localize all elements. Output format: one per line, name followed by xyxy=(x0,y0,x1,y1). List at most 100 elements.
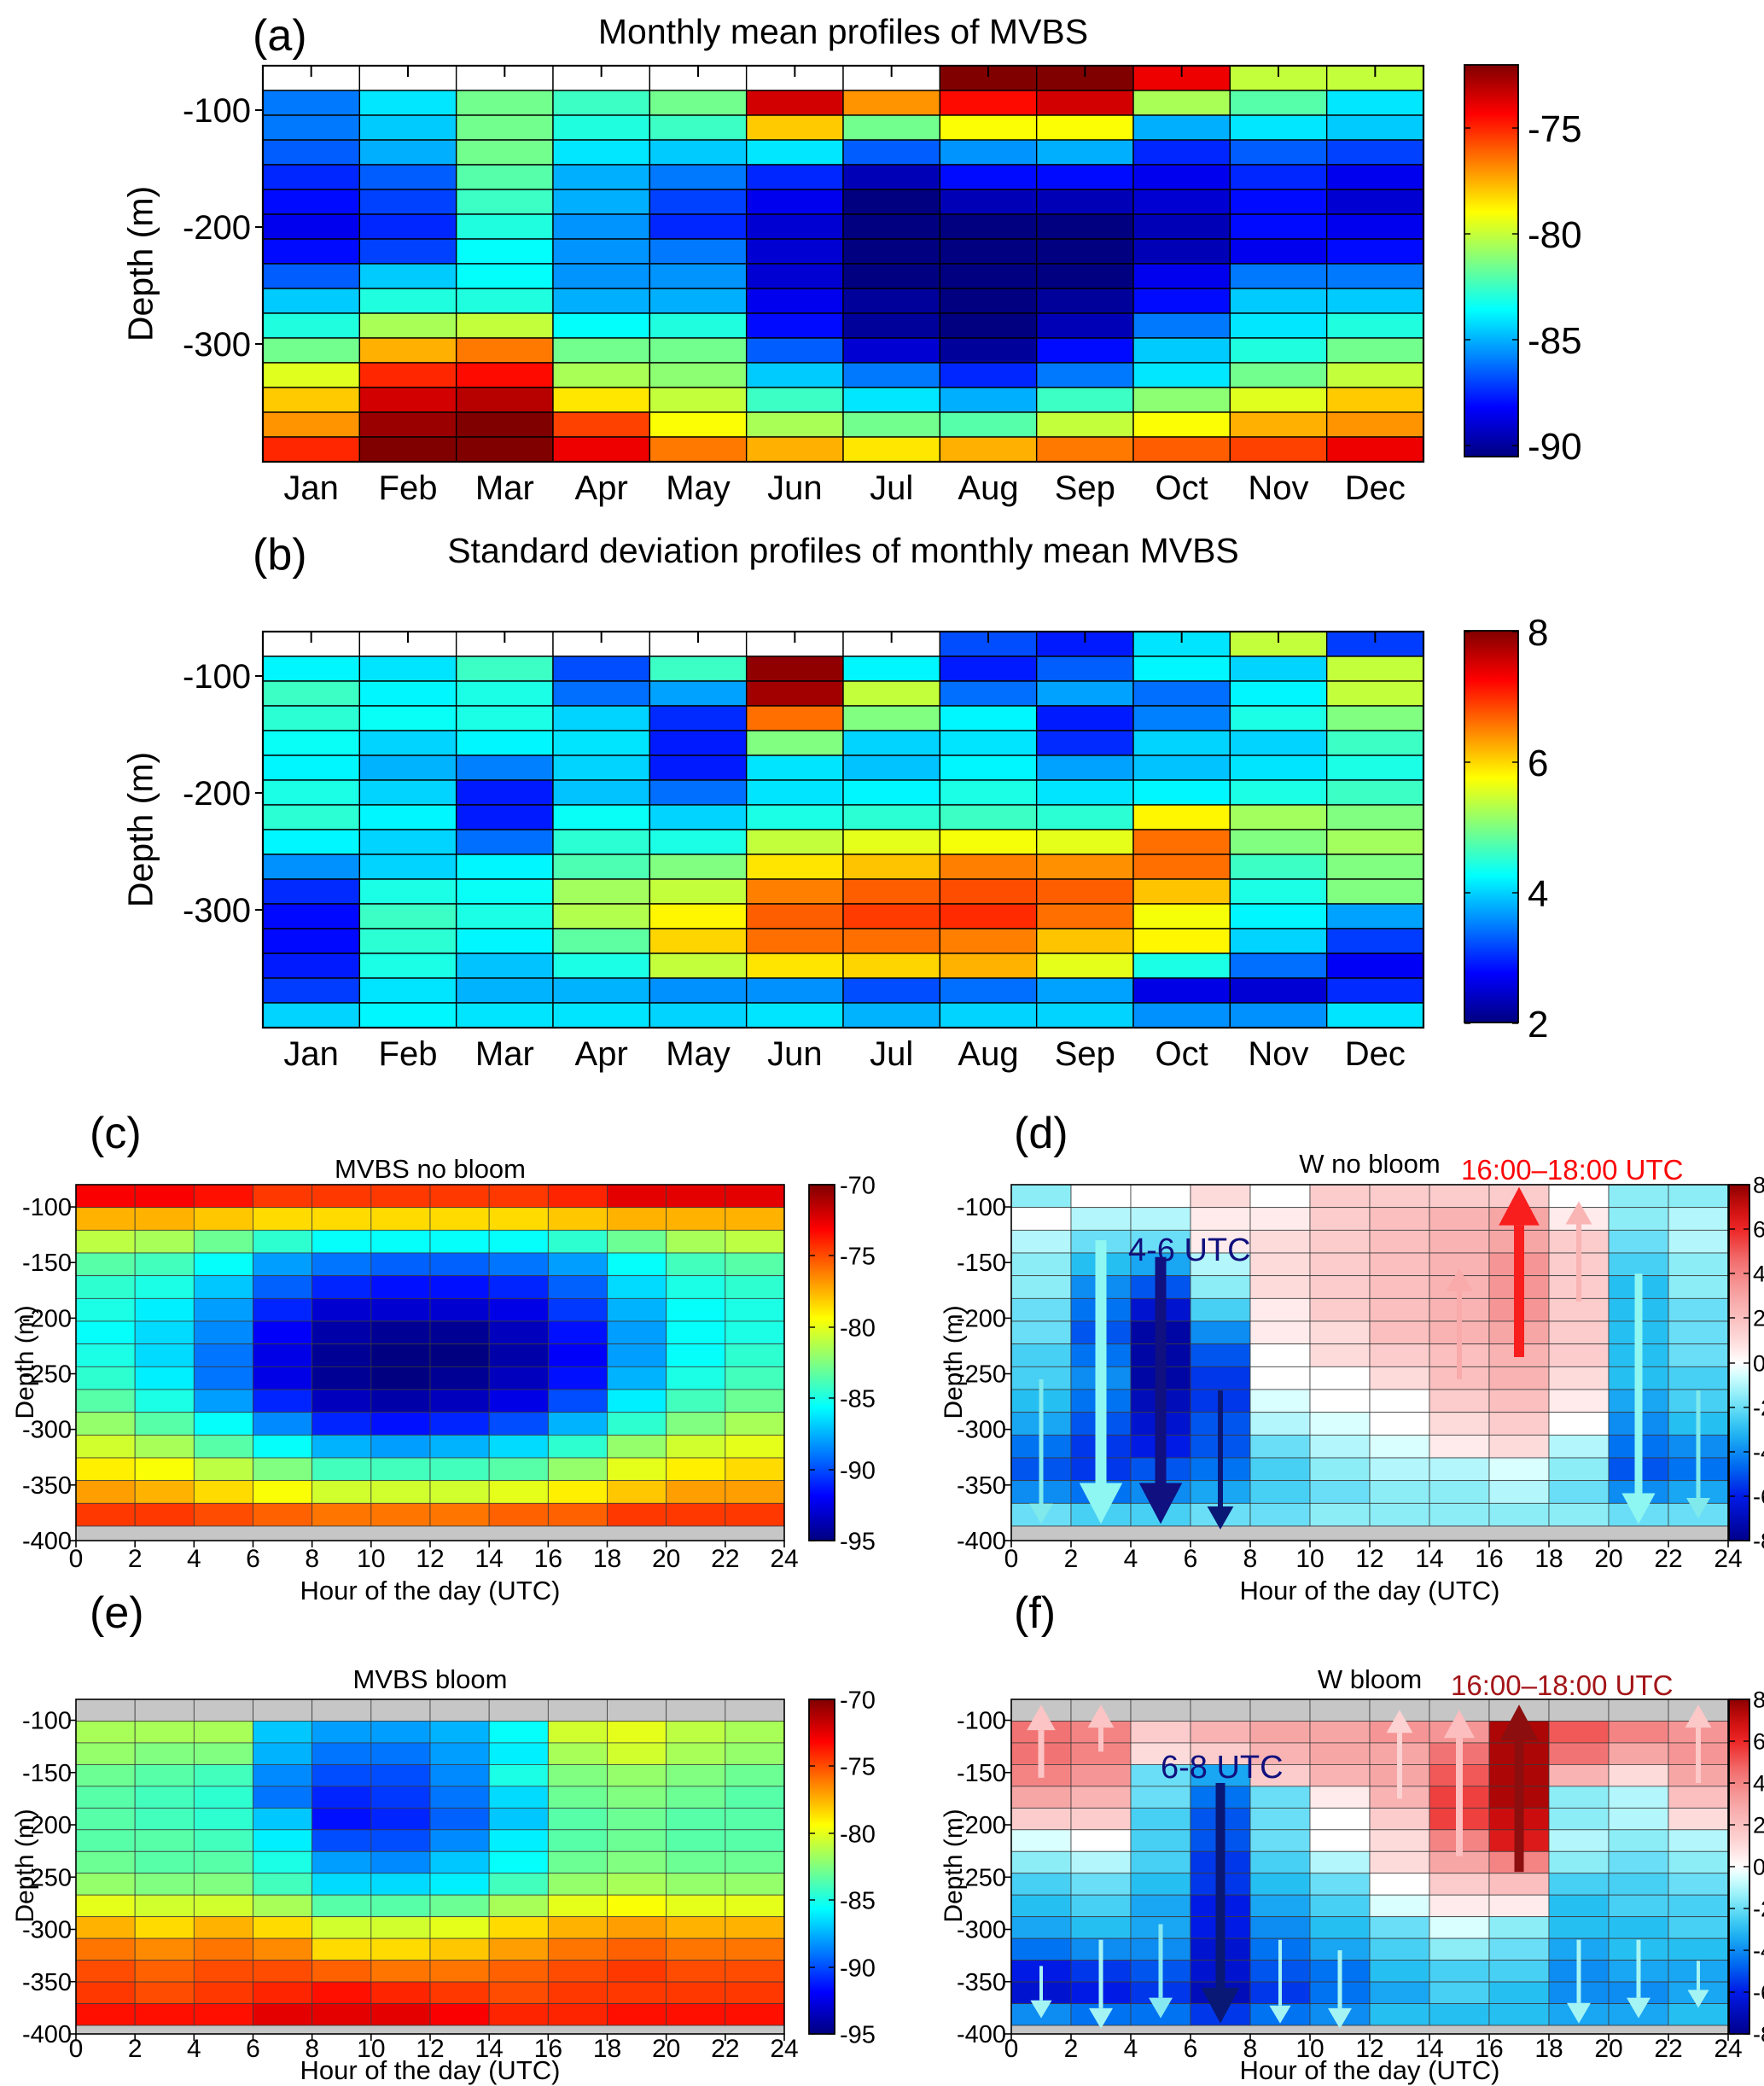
heatmap-cell xyxy=(262,779,361,806)
x-tick-label: Mar xyxy=(475,1035,534,1073)
heatmap-cell xyxy=(262,139,361,166)
heatmap-cell xyxy=(370,1699,431,1722)
colorbar-tick-label: -8 xyxy=(1753,2022,1764,2048)
panel-e-y-axis-label: Depth (m) xyxy=(11,1809,39,1923)
heatmap-cell xyxy=(75,1786,136,1809)
heatmap-cell xyxy=(262,114,361,141)
heatmap-cell xyxy=(358,114,457,141)
heatmap-cell xyxy=(547,1721,608,1744)
heatmap-cell xyxy=(725,1502,785,1527)
x-tick-label: 20 xyxy=(1594,2035,1622,2063)
colorbar-tick-label: 6 xyxy=(1753,1729,1764,1755)
heatmap-cell xyxy=(1132,337,1231,364)
heatmap-cell xyxy=(649,829,748,855)
heatmap-cell xyxy=(1132,312,1231,339)
heatmap-cell xyxy=(1608,1829,1669,1852)
heatmap-cell xyxy=(842,1002,941,1028)
heatmap-cell xyxy=(649,656,748,682)
no-data-strip xyxy=(1010,2025,1729,2035)
heatmap-cell xyxy=(666,1960,726,1983)
y-tick-label: -400 xyxy=(22,1528,72,1555)
heatmap-cell xyxy=(725,1457,785,1482)
heatmap-cell xyxy=(1190,1297,1251,1322)
heatmap-cell xyxy=(1229,903,1328,929)
heatmap-cell xyxy=(1548,1786,1610,1809)
heatmap-cell xyxy=(1132,804,1231,830)
heatmap-cell xyxy=(488,1742,549,1765)
heatmap-cell xyxy=(134,1275,195,1299)
heatmap-cell xyxy=(552,213,651,240)
heatmap-cell xyxy=(552,977,651,1004)
heatmap-cell xyxy=(1132,114,1231,141)
heatmap-cell xyxy=(842,312,941,339)
heatmap-cell xyxy=(358,854,457,880)
heatmap-cell xyxy=(455,928,554,954)
colorbar xyxy=(1464,64,1519,457)
x-tick-label: 0 xyxy=(1004,2035,1019,2063)
heatmap-cell xyxy=(1668,1207,1729,1231)
heatmap-cell xyxy=(429,1894,490,1918)
heatmap-cell xyxy=(1325,1002,1424,1028)
heatmap-cell xyxy=(1229,680,1328,707)
x-tick-label: 24 xyxy=(1714,1545,1742,1573)
heatmap-cell xyxy=(253,1981,313,2004)
heatmap-cell xyxy=(1010,1343,1072,1367)
heatmap-cell xyxy=(1190,1207,1251,1231)
heatmap-cell xyxy=(134,1829,195,1852)
heatmap-cell xyxy=(547,2003,608,2026)
heatmap-cell xyxy=(1132,680,1231,707)
heatmap-cell xyxy=(455,903,554,929)
heatmap-cell xyxy=(262,829,361,855)
colorbar-tick-label: -2 xyxy=(1753,1396,1764,1421)
x-tick-label: Oct xyxy=(1156,1035,1208,1073)
upwelling-arrowhead xyxy=(1087,1704,1115,1728)
colorbar-tick-label: -2 xyxy=(1753,1897,1764,1922)
heatmap-cell xyxy=(75,1981,136,2004)
heatmap-cell xyxy=(666,2003,726,2026)
heatmap-cell xyxy=(547,1389,608,1413)
heatmap-cell xyxy=(455,854,554,880)
heatmap-cell xyxy=(1132,829,1231,855)
heatmap-cell xyxy=(607,1981,667,2004)
heatmap-cell xyxy=(649,362,748,388)
heatmap-cell xyxy=(1488,1389,1550,1413)
heatmap-cell xyxy=(262,387,361,413)
heatmap-cell xyxy=(1229,263,1328,289)
heatmap-cell xyxy=(1130,1699,1191,1722)
heatmap-cell xyxy=(193,1457,253,1482)
y-tick-label: -200 xyxy=(22,1812,72,1839)
downwelling-time-annotation: 4-6 UTC xyxy=(1128,1232,1251,1268)
heatmap-cell xyxy=(134,2003,195,2026)
panel-c-title: MVBS no bloom xyxy=(335,1154,526,1184)
heatmap-cell xyxy=(1130,1742,1191,1765)
x-tick-label: 16 xyxy=(534,2035,562,2063)
heatmap-cell xyxy=(1668,1807,1729,1831)
heatmap-cell xyxy=(1369,1389,1430,1413)
heatmap-cell xyxy=(370,1434,431,1459)
x-tick-label: 14 xyxy=(1415,2035,1443,2063)
heatmap-cell xyxy=(1132,213,1231,240)
heatmap-cell xyxy=(1035,337,1134,364)
heatmap-cell xyxy=(262,164,361,190)
heatmap-cell xyxy=(939,829,1038,855)
heatmap-cell xyxy=(725,1412,785,1436)
heatmap-cell xyxy=(1548,1480,1610,1504)
heatmap-cell xyxy=(842,288,941,314)
heatmap-cell xyxy=(745,411,844,438)
y-tick-label: -350 xyxy=(957,1472,1006,1500)
heatmap-cell xyxy=(552,263,651,289)
heatmap-cell xyxy=(1249,1786,1311,1809)
heatmap-cell xyxy=(745,263,844,289)
heatmap-cell xyxy=(666,1894,726,1918)
heatmap-cell xyxy=(358,90,457,116)
upwelling-arrowhead xyxy=(1685,1704,1712,1728)
heatmap-cell xyxy=(1608,1207,1669,1231)
heatmap-cell xyxy=(262,755,361,781)
x-tick-label: 6 xyxy=(246,1545,260,1573)
y-tick-label: -100 xyxy=(183,92,251,130)
heatmap-cell xyxy=(547,1502,608,1527)
heatmap-cell xyxy=(842,977,941,1004)
heatmap-cell xyxy=(488,1807,549,1831)
heatmap-cell xyxy=(1668,1850,1729,1874)
